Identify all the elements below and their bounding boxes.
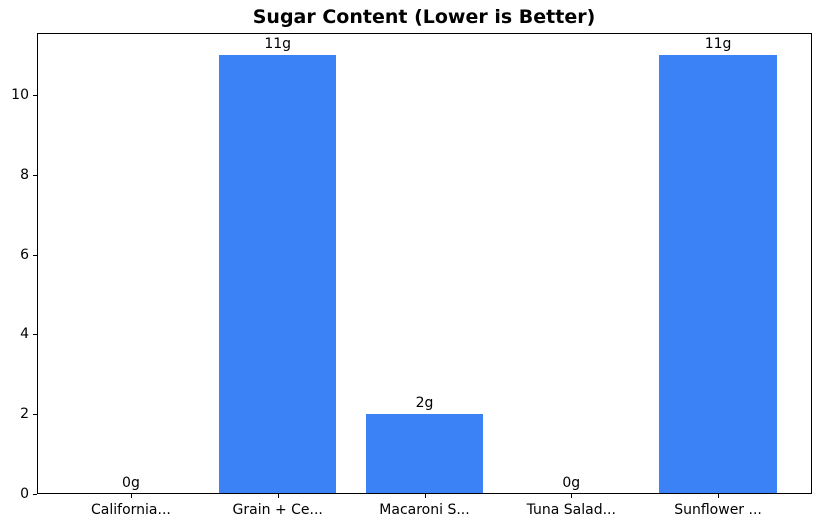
x-axis-tick: [130, 494, 132, 498]
y-axis-tick: [33, 174, 37, 176]
bar-value-label: 11g: [264, 35, 292, 52]
x-axis-tick-label: Sunflower ...: [674, 502, 762, 518]
x-axis-tick-label: Tuna Salad...: [526, 502, 616, 518]
y-axis-tick-label: 8: [20, 166, 29, 183]
y-axis-tick: [33, 414, 37, 416]
bar: [365, 414, 484, 493]
y-axis-tick: [33, 334, 37, 336]
y-axis-tick-label: 4: [20, 326, 29, 343]
bar-value-label: 2g: [415, 395, 434, 412]
y-axis-tick-label: 2: [20, 406, 29, 423]
x-axis-tick: [277, 494, 279, 498]
x-axis-tick-label: California...: [91, 502, 171, 518]
bar-value-label: 11g: [704, 35, 732, 52]
x-axis-tick-label: Macaroni S...: [379, 502, 470, 518]
y-axis-tick: [33, 254, 37, 256]
chart-title: Sugar Content (Lower is Better): [252, 6, 596, 28]
y-axis-tick: [33, 494, 37, 495]
bar-value-label: 0g: [562, 475, 581, 491]
y-axis-tick-label: 6: [20, 246, 29, 263]
x-axis-tick: [718, 494, 720, 498]
bar: [659, 54, 777, 493]
y-axis-tick: [33, 94, 37, 96]
y-axis-tick-label: 0: [20, 486, 29, 502]
y-axis-tick-label: 10: [11, 86, 29, 103]
bar: [219, 54, 337, 493]
x-axis-tick-label: Grain + Ce...: [232, 502, 323, 518]
x-axis-tick: [571, 494, 573, 498]
bar-value-label: 0g: [122, 475, 140, 491]
x-axis-tick: [424, 494, 426, 498]
